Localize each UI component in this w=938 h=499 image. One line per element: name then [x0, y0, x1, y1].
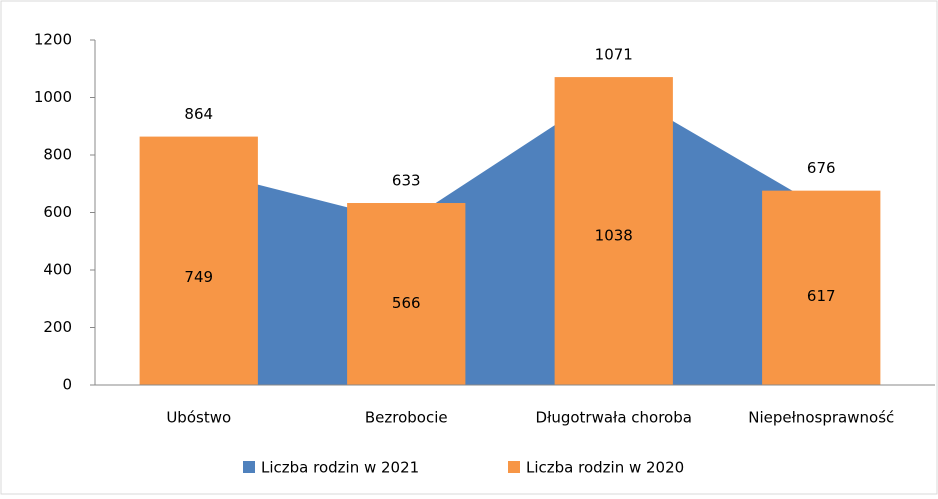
- x-tick-label: Długotrwała choroba: [536, 409, 692, 427]
- bar: [554, 77, 673, 386]
- y-tick-label: 0: [62, 376, 72, 394]
- bar: [139, 136, 258, 385]
- y-tick-label: 200: [43, 318, 72, 336]
- legend-label: Liczba rodzin w 2020: [526, 459, 684, 477]
- y-tick-label: 1000: [34, 88, 72, 106]
- y-tick-label: 1200: [34, 31, 72, 49]
- y-tick-label: 800: [43, 146, 72, 164]
- legend-label: Liczba rodzin w 2021: [261, 459, 419, 477]
- legend-swatch: [243, 461, 255, 473]
- data-label: 617: [807, 287, 836, 305]
- legend-swatch: [508, 461, 520, 473]
- data-label: 566: [392, 294, 421, 312]
- x-tick-label: Ubóstwo: [166, 409, 231, 427]
- y-tick-label: 600: [43, 203, 72, 221]
- x-tick-label: Bezrobocie: [365, 409, 448, 427]
- data-label: 864: [184, 105, 213, 123]
- y-tick-label: 400: [43, 261, 72, 279]
- bar: [762, 190, 881, 385]
- x-tick-label: Niepełnosprawność: [748, 409, 894, 427]
- data-label: 1071: [595, 46, 633, 64]
- data-label: 676: [807, 159, 836, 177]
- data-label: 633: [392, 172, 421, 190]
- data-label: 1038: [595, 226, 633, 244]
- data-label: 749: [184, 268, 213, 286]
- bar: [347, 203, 466, 385]
